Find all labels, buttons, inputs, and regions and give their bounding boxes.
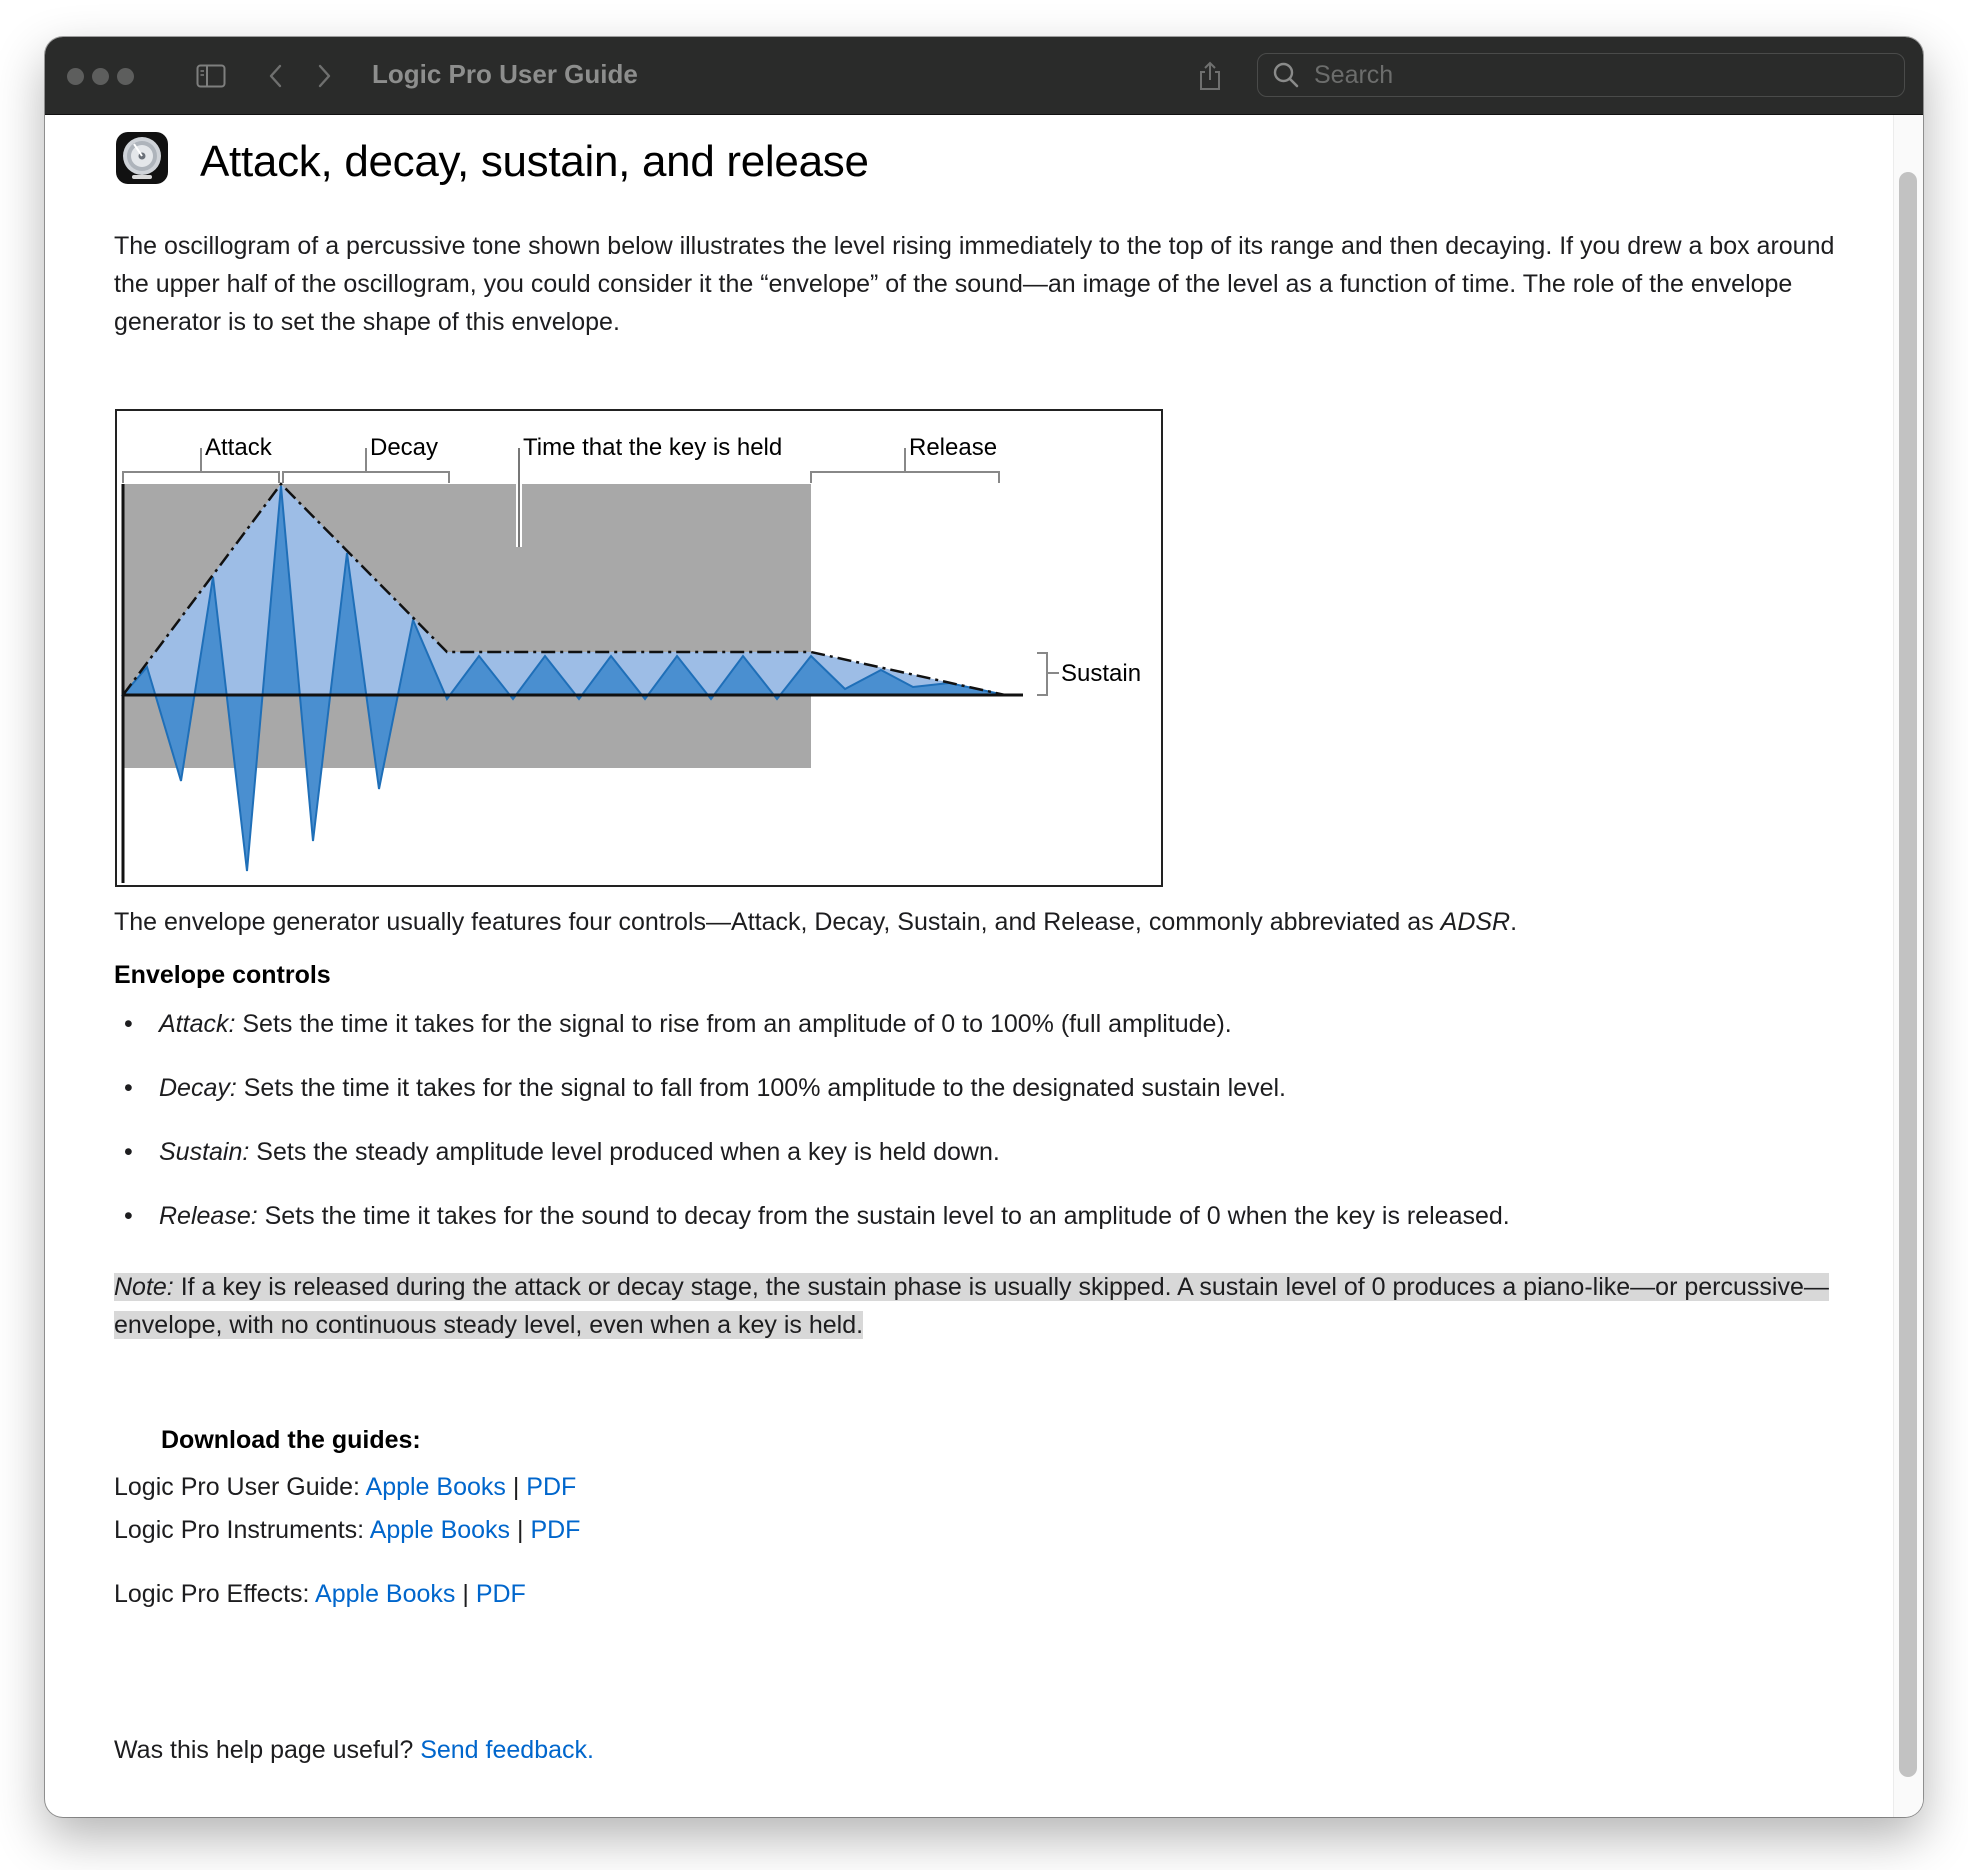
help-page-content: Attack, decay, sustain, and release The … (45, 115, 1923, 1817)
download-label: Logic Pro Effects: (114, 1580, 316, 1608)
list-item: Attack: Sets the time it takes for the s… (114, 1005, 1874, 1069)
adsr-text: The envelope generator usually features … (114, 908, 1441, 936)
help-viewer-window: Logic Pro User Guide Attack, decay, sust… (45, 37, 1923, 1817)
sustain-bracket (1037, 652, 1048, 696)
decay-bracket (282, 471, 450, 483)
attack-bracket (122, 471, 280, 483)
desc-release: Sets the time it takes for the sound to … (257, 1202, 1510, 1230)
release-bracket (810, 471, 1000, 483)
desc-attack: Sets the time it takes for the signal to… (235, 1010, 1232, 1038)
note-paragraph: Note: If a key is released during the at… (114, 1268, 1874, 1344)
attack-label: Attack (205, 434, 273, 461)
share-icon[interactable] (1195, 57, 1225, 95)
term-sustain: Sustain: (159, 1138, 250, 1166)
adsr-oscillogram-figure: Attack Decay Time that the key is held R… (115, 409, 1163, 887)
forward-chevron-icon[interactable] (311, 57, 337, 95)
note-highlight: Note: If a key is released during the at… (114, 1273, 1829, 1339)
separator: | (455, 1580, 476, 1608)
separator: | (505, 1473, 527, 1501)
window-title: Logic Pro User Guide (372, 59, 638, 89)
list-item: Decay: Sets the time it takes for the si… (114, 1069, 1874, 1133)
apple-books-link[interactable]: Apple Books (315, 1580, 456, 1608)
term-decay: Decay: (159, 1074, 237, 1102)
search-field[interactable] (1257, 53, 1905, 97)
download-row-instruments: Logic Pro Instruments: Apple Books | PDF (114, 1513, 580, 1547)
envelope-controls-heading: Envelope controls (114, 961, 331, 989)
feedback-question: Was this help page useful? (114, 1736, 421, 1764)
separator: | (510, 1516, 531, 1544)
download-row-user-guide: Logic Pro User Guide: Apple Books | PDF (114, 1470, 576, 1504)
title-bar: Logic Pro User Guide (45, 37, 1923, 115)
search-input[interactable] (1314, 60, 1904, 90)
pdf-link[interactable]: PDF (475, 1580, 526, 1608)
feedback-line: Was this help page useful? Send feedback… (114, 1733, 594, 1767)
back-chevron-icon[interactable] (263, 57, 289, 95)
list-item: Sustain: Sets the steady amplitude level… (114, 1133, 1874, 1197)
scrollbar-track[interactable] (1893, 115, 1923, 1817)
adsr-paragraph: The envelope generator usually features … (114, 903, 1874, 941)
note-text: If a key is released during the attack o… (114, 1273, 1829, 1339)
sustain-label: Sustain (1061, 660, 1141, 687)
close-window-button[interactable] (67, 68, 84, 85)
logic-pro-app-icon (115, 131, 169, 185)
intro-paragraph: The oscillogram of a percussive tone sho… (114, 232, 1835, 336)
downloads-heading: Download the guides: (161, 1426, 421, 1454)
decay-label: Decay (370, 434, 438, 461)
adsr-period: . (1510, 908, 1518, 936)
waveform (120, 485, 1006, 872)
pdf-link[interactable]: PDF (530, 1516, 581, 1544)
zoom-window-button[interactable] (117, 68, 134, 85)
download-label: Logic Pro Instruments: (114, 1516, 370, 1544)
download-row-effects: Logic Pro Effects: Apple Books | PDF (114, 1577, 526, 1611)
release-label: Release (909, 434, 997, 461)
desc-decay: Sets the time it takes for the signal to… (236, 1074, 1286, 1102)
download-label: Logic Pro User Guide: (114, 1473, 366, 1501)
list-item: Release: Sets the time it takes for the … (114, 1197, 1874, 1261)
page-title: Attack, decay, sustain, and release (200, 137, 869, 186)
scrollbar-thumb[interactable] (1899, 172, 1917, 1777)
send-feedback-link[interactable]: Send feedback. (420, 1736, 594, 1764)
minimize-window-button[interactable] (92, 68, 109, 85)
pdf-link[interactable]: PDF (526, 1473, 577, 1501)
desc-sustain: Sets the steady amplitude level produced… (249, 1138, 1000, 1166)
term-attack: Attack: (159, 1010, 236, 1038)
term-release: Release: (159, 1202, 258, 1230)
adsr-abbrev: ADSR (1440, 908, 1511, 936)
search-icon (1270, 59, 1302, 91)
envelope-controls-list: Attack: Sets the time it takes for the s… (114, 1005, 1874, 1261)
apple-books-link[interactable]: Apple Books (369, 1516, 511, 1544)
sidebar-toggle-icon[interactable] (193, 57, 229, 95)
key-held-label: Time that the key is held (523, 434, 782, 461)
adsr-oscillogram-svg: Attack Decay Time that the key is held R… (120, 434, 1141, 883)
apple-books-link[interactable]: Apple Books (365, 1473, 506, 1501)
note-label: Note: (114, 1273, 174, 1301)
envelope-outline (121, 482, 1006, 697)
